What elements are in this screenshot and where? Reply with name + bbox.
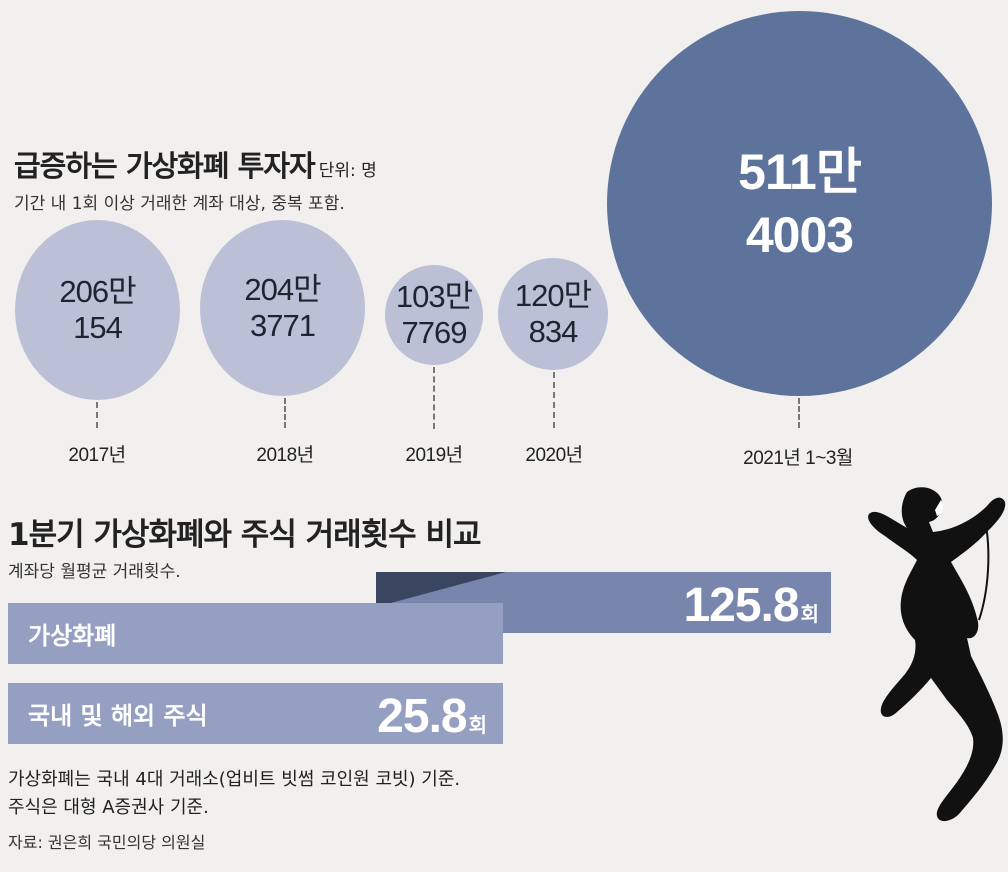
chart-title-trades: 1분기 가상화폐와 주식 거래횟수 비교 <box>8 517 482 553</box>
bar-stock-value: 25.8 회 <box>377 689 487 744</box>
bubble-label-bottom: 3771 <box>250 308 316 343</box>
x-label-2020: 2020년 <box>525 445 583 466</box>
unit-label: 단위: 명 <box>318 161 377 181</box>
x-label-2019: 2019년 <box>405 445 463 466</box>
chart-subtitle-investors: 기간 내 1회 이상 거래한 계좌 대상, 중복 포함. <box>14 194 345 214</box>
bubble-label-bottom: 834 <box>528 314 579 349</box>
bubble-label-bottom: 4003 <box>745 206 854 263</box>
bubble-label-bottom: 154 <box>73 310 123 345</box>
climber-silhouette-icon <box>868 487 1006 822</box>
note-crypto-basis: 가상화폐는 국내 4대 거래소(업비트 빗썸 코인원 코빗) 기준. <box>8 769 461 790</box>
category-label-crypto: 가상화폐 <box>28 622 117 650</box>
value-number: 125.8 <box>683 579 799 632</box>
stem-2021 <box>798 398 800 428</box>
chart-title-investors: 급증하는 가상화폐 투자자 단위: 명 <box>14 143 377 185</box>
bubble-label-top: 204만 <box>244 272 321 308</box>
stem-2018 <box>284 398 286 428</box>
category-label-stock: 국내 및 해외 주식 <box>28 702 208 730</box>
x-label-2017: 2017년 <box>68 445 126 466</box>
bar-crypto-value: 125.8 회 <box>683 578 819 633</box>
bar-crypto-shadow <box>376 572 506 607</box>
bubble-2018: 204만 3771 <box>200 220 365 396</box>
bar-stock: 국내 및 해외 주식 25.8 회 <box>8 683 503 744</box>
stem-2017 <box>96 402 98 428</box>
note-stock-basis: 주식은 대형 A증권사 기준. <box>8 797 209 818</box>
x-label-2021: 2021년 1~3월 <box>743 448 853 469</box>
chart-subtitle-trades: 계좌당 월평균 거래횟수. <box>8 562 181 582</box>
bubble-2017: 206만 154 <box>15 220 180 400</box>
value-number: 25.8 <box>377 690 467 743</box>
bar-label-crypto: 가상화폐 <box>8 603 503 664</box>
x-label-2018: 2018년 <box>256 445 314 466</box>
bubble-label-top: 511만 <box>738 144 862 200</box>
bubble-label-top: 206만 <box>59 274 136 310</box>
bubble-2021-q1: 511만 4003 <box>607 11 992 396</box>
value-unit: 회 <box>800 604 819 626</box>
bubble-2019: 103만 7769 <box>385 265 483 365</box>
bubble-label-top: 103만 <box>395 279 473 315</box>
value-unit: 회 <box>468 715 487 737</box>
source-note: 자료: 권은희 국민의당 의원실 <box>8 833 206 852</box>
bubble-label-bottom: 7769 <box>401 315 468 350</box>
stem-2020 <box>553 372 555 428</box>
stem-2019 <box>433 367 435 429</box>
bubble-label-top: 120만 <box>514 278 592 314</box>
bubble-2020: 120만 834 <box>498 258 608 370</box>
title-text: 급증하는 가상화폐 투자자 <box>14 149 316 183</box>
